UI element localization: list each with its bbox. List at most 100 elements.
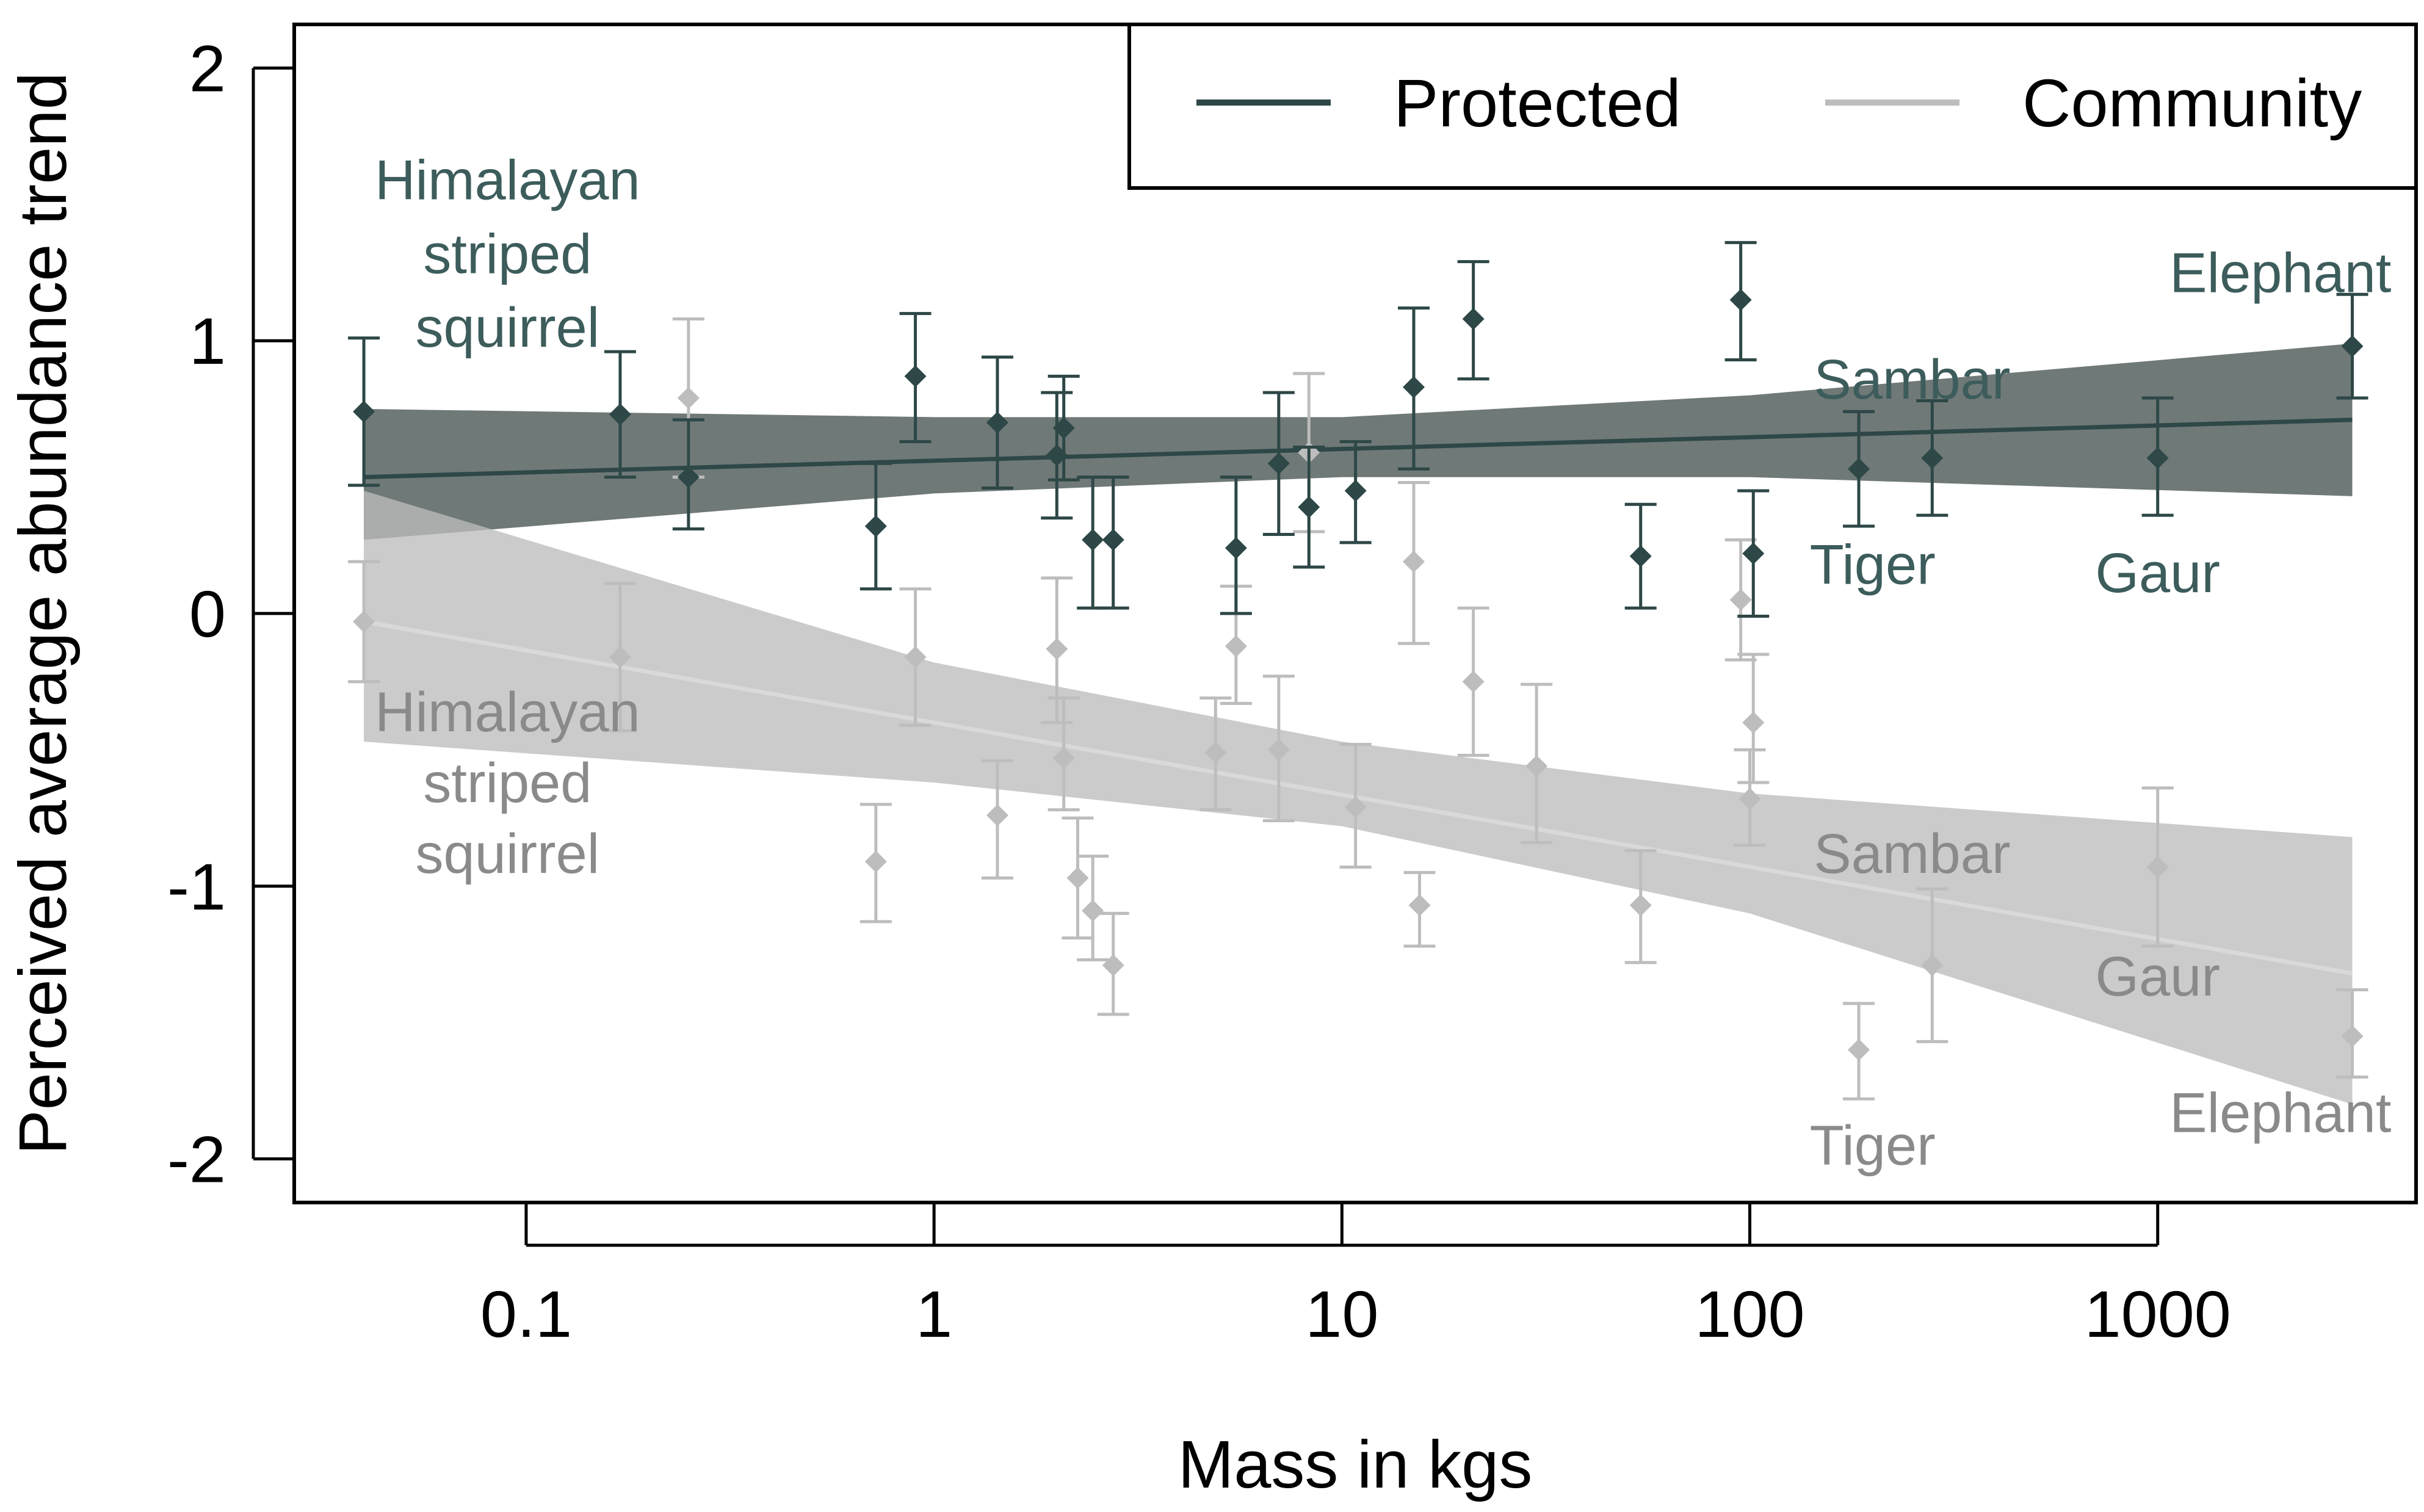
community-point-7	[1047, 696, 1080, 812]
marker	[1102, 529, 1124, 551]
marker	[986, 411, 1008, 434]
marker	[1408, 894, 1431, 917]
marker	[1729, 588, 1752, 611]
community-point-26	[2141, 786, 2174, 948]
marker	[1267, 739, 1290, 761]
marker	[1525, 755, 1548, 778]
protected-point-15	[1457, 260, 1489, 381]
fit-line-community	[363, 619, 2353, 976]
annotation-community-6: Elephant	[2169, 1082, 2391, 1145]
marker	[1462, 670, 1485, 693]
protected-point-8	[1077, 476, 1109, 610]
community-point-27	[2336, 988, 2368, 1079]
y-tick-label: 0	[189, 577, 226, 651]
marker	[1267, 452, 1290, 475]
annotation-protected-5: Gaur	[2095, 542, 2220, 604]
marker	[1729, 289, 1752, 311]
marker	[1052, 417, 1075, 439]
marker	[1046, 638, 1068, 660]
annotation-community-0: Himalayan	[375, 681, 640, 743]
marker	[1403, 551, 1425, 573]
community-point-18	[1457, 606, 1489, 757]
community-point-1	[604, 582, 636, 732]
marker	[1344, 479, 1367, 502]
marker	[1738, 787, 1761, 810]
community-point-13	[1262, 675, 1295, 823]
marker	[353, 400, 375, 423]
community-point-19	[1521, 682, 1553, 844]
x-tick-label: 1000	[2085, 1277, 2231, 1351]
protected-point-10	[1220, 476, 1252, 615]
legend: Protected Community	[1127, 23, 2418, 190]
marker	[1848, 1038, 1870, 1061]
annotation-protected-4: Tiger	[1810, 534, 1936, 596]
marker	[2146, 856, 2169, 878]
protected-point-5	[981, 355, 1013, 490]
community-point-24	[1843, 1002, 1875, 1101]
marker	[1102, 954, 1124, 977]
marker	[1066, 867, 1089, 889]
marker	[1629, 894, 1652, 917]
y-tick-label: -2	[167, 1123, 226, 1196]
marker	[864, 515, 887, 538]
protected-point-0	[348, 336, 380, 487]
marker	[1629, 545, 1652, 568]
legend-label-protected: Protected	[1394, 66, 1681, 141]
protected-point-9	[1097, 476, 1129, 610]
protected-point-11	[1262, 391, 1295, 536]
marker	[1403, 376, 1425, 399]
marker	[609, 403, 631, 425]
legend-box	[1127, 23, 2418, 190]
y-tick-label: 1	[189, 304, 226, 378]
marker	[2146, 447, 2169, 469]
annotation-protected-0: Himalayan	[375, 150, 640, 212]
marker	[2341, 1025, 2364, 1047]
annotation-protected-1: striped	[423, 223, 592, 285]
marker	[1204, 741, 1227, 764]
y-axis-title: Perceived average abundance trend	[5, 72, 81, 1154]
community-point-4	[899, 587, 932, 727]
y-tick-label: 2	[189, 31, 226, 105]
marker	[1742, 711, 1765, 734]
community-point-25	[1916, 887, 1948, 1043]
x-tick-label: 0.1	[480, 1277, 572, 1351]
marker	[677, 387, 700, 410]
annotation-protected-2: squirrel	[416, 297, 600, 359]
marker	[986, 804, 1008, 827]
fit-lines	[363, 418, 2353, 976]
community-point-5	[981, 759, 1013, 880]
protected-point-22	[2336, 292, 2368, 400]
annotation-protected-6: Elephant	[2169, 242, 2391, 305]
community-point-17	[1403, 870, 1436, 948]
protected-point-21	[2141, 396, 2174, 517]
marker	[1082, 899, 1104, 922]
protected-point-4	[899, 312, 932, 444]
annotation-community-5: Tiger	[1810, 1115, 1936, 1177]
protected-point-2	[672, 418, 704, 531]
protected-point-19	[1843, 410, 1875, 528]
y-tick-label: -1	[167, 850, 226, 924]
marker	[609, 646, 631, 668]
marker	[1052, 747, 1075, 769]
marker	[1848, 458, 1870, 480]
fit-line-protected	[363, 418, 2353, 480]
community-point-20	[1624, 849, 1657, 964]
x-tick-label: 100	[1695, 1277, 1804, 1351]
species-annotations: Himalayan striped squirrel Sambar Tiger Gaur E…	[375, 150, 2391, 1177]
protected-point-17	[1724, 241, 1757, 362]
x-tick-label: 10	[1305, 1277, 1378, 1351]
marker	[1298, 496, 1320, 518]
protected-point-3	[859, 461, 892, 591]
data-points	[348, 241, 2368, 1101]
axes: -2 -1 0 1 2 0.1 1 10 100 1000	[167, 31, 2231, 1351]
community-point-3	[859, 803, 892, 924]
marker	[2341, 335, 2364, 358]
protected-point-1	[604, 350, 636, 479]
marker	[904, 365, 927, 388]
x-axis-title: Mass in kgs	[1178, 1427, 1533, 1502]
x-tick-label: 1	[916, 1277, 952, 1351]
community-point-10	[1097, 911, 1129, 1016]
marker	[677, 466, 700, 488]
community-point-15	[1339, 742, 1372, 869]
